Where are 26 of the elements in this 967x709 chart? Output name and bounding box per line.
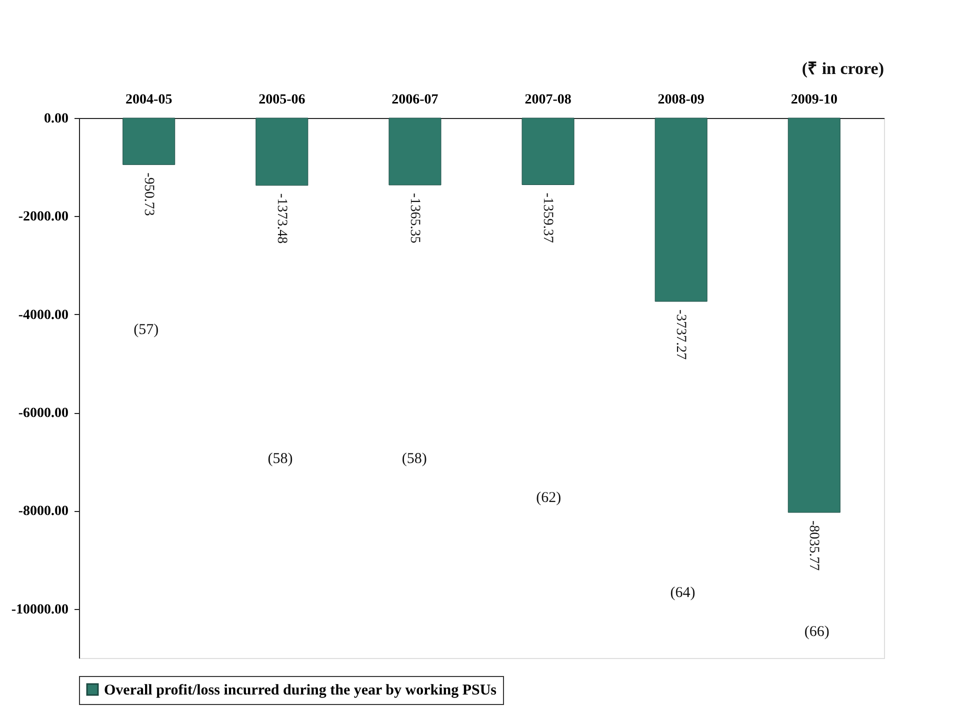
data-label: -1365.35	[406, 193, 422, 244]
y-tick-label: 0.00	[44, 112, 68, 126]
x-tick-label: 2007-08	[524, 92, 572, 108]
x-tick-label: 2009-10	[790, 92, 838, 108]
y-tick-label: -10000.00	[11, 602, 68, 618]
y-tick-label: -4000.00	[18, 308, 68, 323]
x-tick-label: 2006-07	[392, 92, 438, 108]
data-label: -3737.27	[673, 309, 688, 360]
text: (₹ in crore)	[802, 59, 884, 78]
data-label: -950.73	[140, 172, 156, 216]
legend-label: Overall profit/loss incurred during the year by working PSUs	[104, 682, 497, 698]
y-tick-label: -6000.00	[18, 406, 68, 422]
annotation: (66)	[804, 624, 830, 640]
x-tick-label: 2004-05	[126, 92, 172, 108]
data-label: -1359.37	[540, 192, 556, 243]
annotation: (62)	[536, 490, 562, 506]
y-tick-label: -8000.00	[18, 504, 68, 520]
data-label: -8035.77	[806, 520, 822, 571]
annotation: (58)	[268, 451, 293, 467]
x-tick-label: 2008-09	[658, 92, 704, 108]
data-label: -1373.48	[274, 193, 289, 244]
annotation: (64)	[670, 585, 696, 601]
y-tick-label: -2000.00	[18, 210, 68, 225]
x-tick-label: 2005-06	[258, 92, 306, 108]
annotation: (57)	[134, 322, 159, 338]
annotation: (58)	[402, 451, 427, 467]
